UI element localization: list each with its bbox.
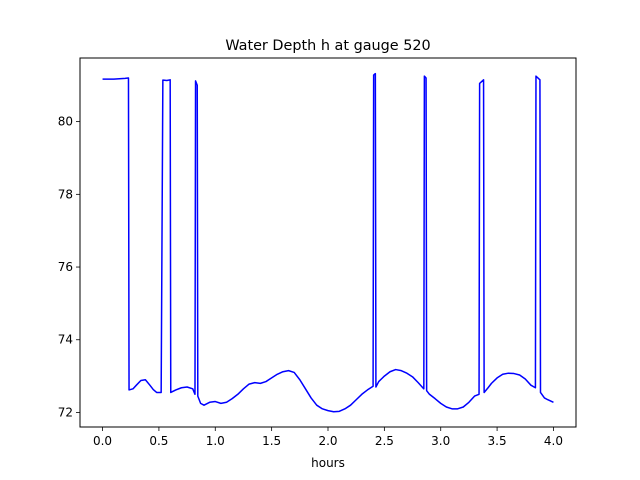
y-axis: 72 74 76 78 80	[58, 115, 80, 419]
x-tick-label: 0.0	[93, 434, 112, 448]
y-tick-label: 74	[58, 333, 73, 347]
x-tick-label: 4.0	[544, 434, 563, 448]
x-tick-label: 3.5	[488, 434, 507, 448]
y-tick-label: 78	[58, 187, 73, 201]
y-tick-label: 80	[58, 115, 73, 129]
x-tick-label: 1.0	[206, 434, 225, 448]
y-tick-label: 72	[58, 405, 73, 419]
plot-area	[102, 72, 554, 413]
x-tick-label: 3.0	[431, 434, 450, 448]
x-axis: 0.0 0.5 1.0 1.5 2.0 2.5 3.0 3.5 4.0	[93, 427, 563, 448]
x-tick-label: 0.5	[149, 434, 168, 448]
x-tick-label: 1.5	[262, 434, 281, 448]
series-line-0	[102, 72, 554, 413]
x-tick-label: 2.0	[318, 434, 337, 448]
chart-title: Water Depth h at gauge 520	[225, 38, 430, 54]
x-tick-label: 2.5	[375, 434, 394, 448]
y-tick-label: 76	[58, 260, 73, 274]
x-axis-label: hours	[311, 456, 345, 470]
